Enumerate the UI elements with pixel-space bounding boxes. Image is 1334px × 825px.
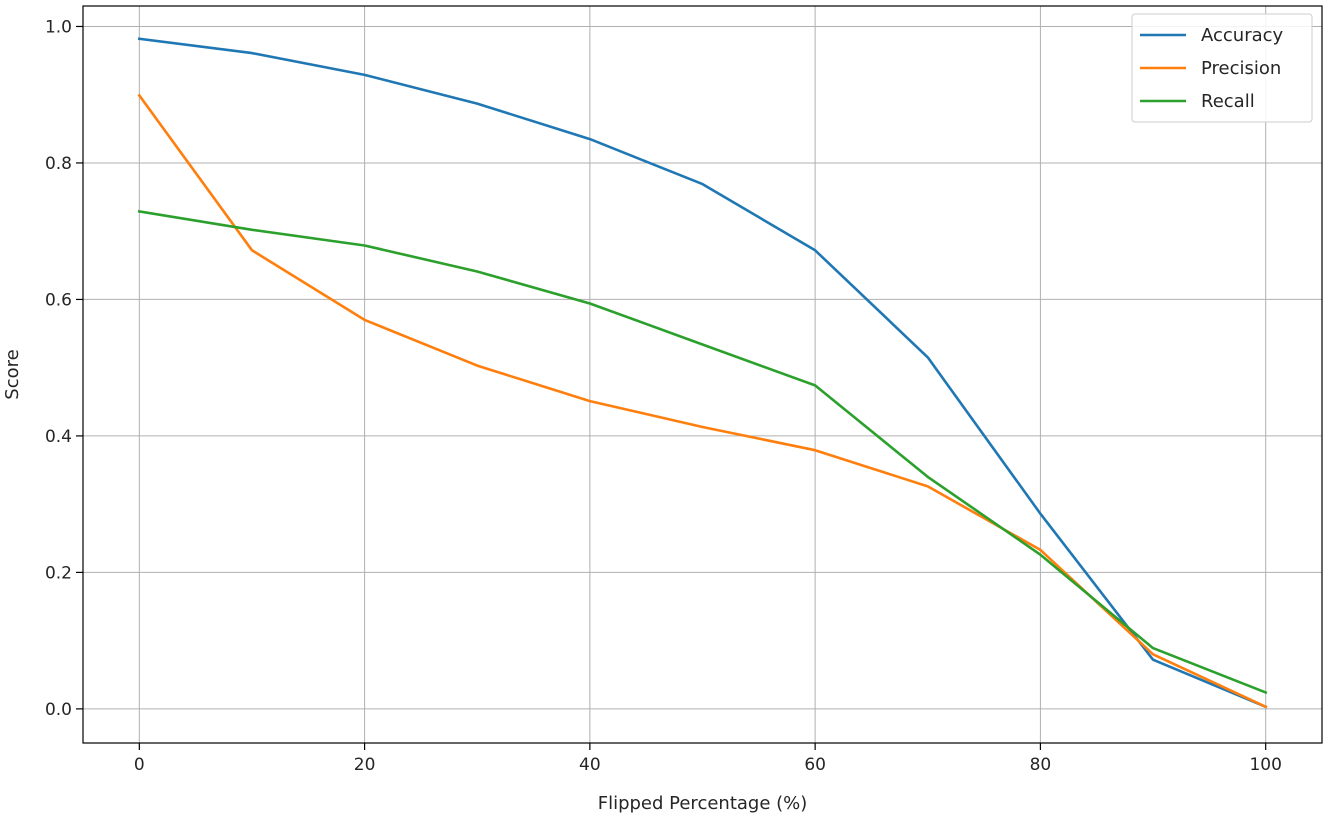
legend-box (1131, 13, 1313, 123)
legend-label-recall: Recall (1201, 91, 1255, 112)
x-tick-label: 60 (804, 755, 826, 775)
y-tick-label: 0.0 (45, 700, 72, 720)
y-tick-label: 0.8 (45, 154, 72, 174)
y-tick-label: 1.0 (45, 17, 72, 37)
y-axis-label: Score (2, 349, 23, 399)
series-lines (137, 37, 1268, 709)
x-tick-label: 80 (1030, 755, 1052, 775)
x-axis-label: Flipped Percentage (%) (598, 793, 808, 814)
y-axis-ticks: 0.0 0.2 0.4 0.6 0.8 1.0 (45, 17, 83, 720)
x-tick-label: 40 (579, 755, 601, 775)
series-line-recall (137, 209, 1268, 695)
x-tick-label: 0 (134, 755, 145, 775)
grid (83, 6, 1322, 743)
series-line-accuracy (137, 37, 1268, 709)
x-tick-label: 100 (1249, 755, 1281, 775)
x-tick-label: 20 (354, 755, 376, 775)
y-tick-label: 0.6 (45, 290, 72, 310)
legend-label-precision: Precision (1201, 58, 1281, 79)
y-tick-label: 0.2 (45, 563, 72, 583)
series-line-precision (137, 93, 1268, 709)
x-axis-ticks: 0 20 40 60 80 100 (134, 743, 1282, 775)
legend: Accuracy Precision Recall (1131, 13, 1313, 123)
legend-label-accuracy: Accuracy (1201, 25, 1284, 46)
y-tick-label: 0.4 (45, 427, 72, 447)
plot-frame (82, 5, 1323, 744)
